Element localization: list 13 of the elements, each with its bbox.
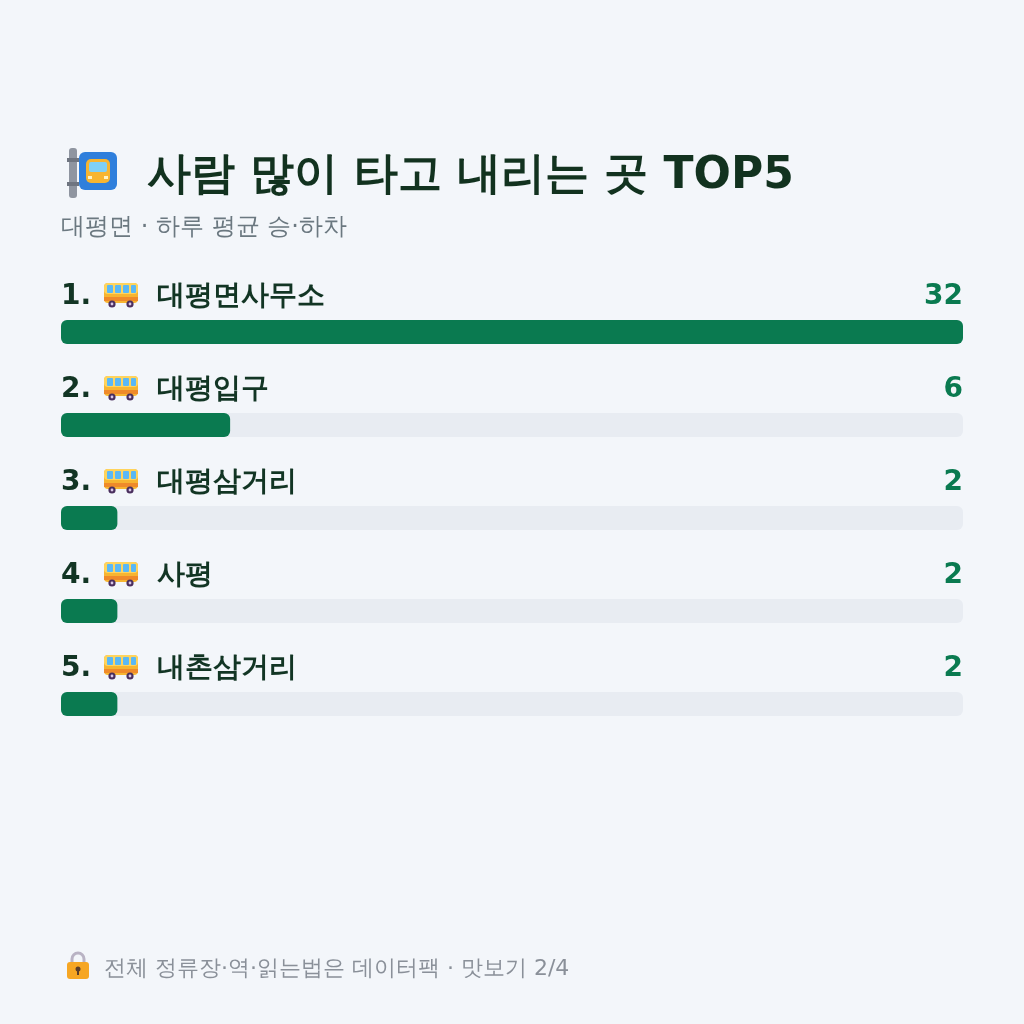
data-label: 6 [943,371,963,404]
chart-title: 사람 많이 타고 내리는 곳 TOP5 [147,147,794,198]
data-label: 2 [943,557,963,590]
data-label: 2 [943,650,963,683]
category-label: 4. 사평 [61,557,213,590]
text: 전체 정류장·역·읽는법은 데이터팩 · 맛보기 2/4 [104,955,570,980]
data-label: 2 [943,464,963,497]
category-label: 2. 대평입구 [61,371,269,404]
category-label: 5. 내촌삼거리 [61,650,297,683]
data-label: 32 [924,278,963,311]
category-label: 3. 대평삼거리 [61,464,297,497]
chart-subtitle: 대평면 · 하루 평균 승·하차 [61,212,347,240]
category-label: 1. 대평면사무소 [61,278,325,311]
